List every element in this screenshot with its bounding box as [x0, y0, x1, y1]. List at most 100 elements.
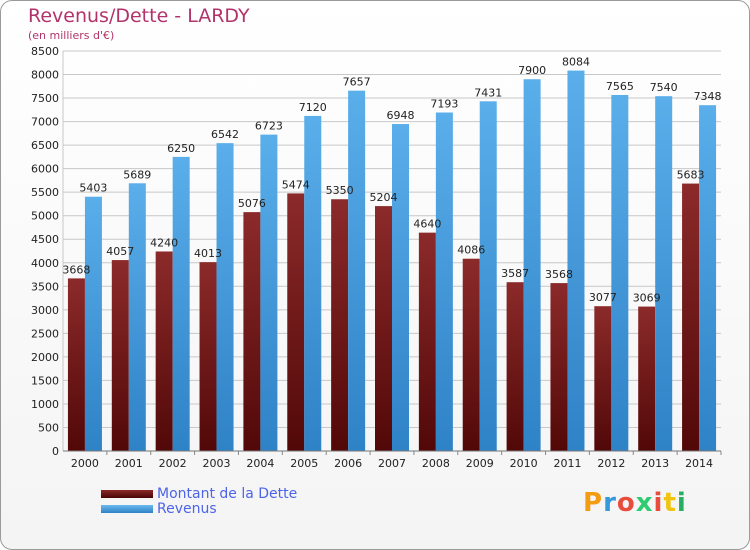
bar-dette: [594, 306, 612, 451]
x-tick-label: 2005: [290, 457, 318, 470]
data-label-revenus: 7193: [430, 98, 458, 111]
logo-letter: x: [635, 488, 654, 518]
bar-revenus: [128, 183, 146, 451]
data-label-dette: 3568: [545, 268, 573, 281]
bar-revenus: [392, 124, 409, 452]
bar-dette: [155, 251, 173, 451]
bar-dette: [199, 262, 217, 451]
x-tick-label: 2008: [422, 457, 450, 470]
legend-label-revenus: Revenus: [157, 501, 217, 517]
bar-dette: [243, 212, 261, 451]
y-tick-label: 6500: [31, 139, 59, 152]
data-label-revenus: 5689: [123, 168, 151, 181]
bar-dette: [111, 260, 129, 451]
x-tick-label: 2001: [115, 457, 143, 470]
data-label-dette: 3668: [62, 263, 90, 276]
bar-dette: [331, 199, 349, 451]
data-label-revenus: 7348: [694, 90, 722, 103]
x-tick-label: 2002: [159, 457, 187, 470]
logo-letter: P: [583, 488, 604, 518]
bar-dette: [375, 206, 392, 451]
x-tick-label: 2012: [597, 457, 625, 470]
x-tick-label: 2009: [466, 457, 494, 470]
y-tick-label: 7000: [31, 116, 59, 129]
data-label-dette: 3587: [501, 267, 529, 280]
data-label-revenus: 7657: [343, 76, 371, 89]
data-label-dette: 4013: [194, 247, 222, 260]
bar-revenus: [655, 96, 673, 452]
y-tick-label: 0: [52, 445, 59, 458]
x-tick-label: 2011: [553, 457, 581, 470]
y-tick-label: 2500: [31, 327, 59, 340]
bar-dette: [506, 282, 524, 451]
bar-revenus: [260, 134, 278, 451]
y-tick-label: 3000: [31, 304, 59, 317]
data-label-revenus: 7431: [474, 86, 502, 99]
y-tick-label: 4500: [31, 233, 59, 246]
x-tick-label: 2014: [685, 457, 713, 470]
logo-letter: i: [676, 488, 687, 518]
data-label-dette: 4086: [457, 244, 485, 257]
chart-subtitle: (en milliers d'€): [28, 29, 115, 42]
bar-revenus: [435, 112, 453, 451]
y-tick-label: 8500: [31, 45, 59, 58]
data-label-dette: 4240: [150, 236, 178, 249]
data-label-revenus: 7565: [606, 80, 634, 93]
y-tick-label: 1500: [31, 374, 59, 387]
bar-dette: [550, 283, 568, 451]
legend-swatch-dette: [101, 490, 153, 498]
y-tick-label: 2000: [31, 351, 59, 364]
bar-revenus: [172, 156, 190, 451]
data-label-dette: 4640: [413, 218, 441, 231]
legend-swatch-revenus: [101, 505, 153, 513]
data-label-dette: 3069: [633, 292, 661, 305]
data-label-revenus: 6250: [167, 142, 195, 155]
y-axis-ticks: 0 500 1000 1500 2000 2500 3000 3500 4000 4500 5000…: [31, 45, 59, 458]
data-label-revenus: 6948: [387, 109, 415, 122]
legend-label-dette: Montant de la Dette: [157, 486, 298, 502]
bar-revenus: [567, 70, 585, 451]
data-label-revenus: 5403: [79, 182, 107, 195]
x-tick-label: 2003: [203, 457, 231, 470]
y-tick-label: 7500: [31, 92, 59, 105]
x-tick-label: 2006: [334, 457, 362, 470]
bar-revenus: [523, 79, 541, 451]
x-tick-label: 2004: [246, 457, 274, 470]
data-label-revenus: 7900: [518, 64, 546, 77]
logo-letter: r: [603, 488, 617, 518]
data-label-revenus: 8084: [562, 56, 590, 69]
data-label-dette: 5474: [282, 178, 310, 191]
data-label-revenus: 6542: [211, 128, 239, 141]
bars: [67, 70, 717, 452]
proxiti-logo: Proxiti: [583, 488, 687, 518]
y-tick-label: 5000: [31, 210, 59, 223]
data-label-dette: 5350: [326, 184, 354, 197]
y-tick-label: 1000: [31, 398, 59, 411]
x-tick-label: 2010: [510, 457, 538, 470]
bar-revenus: [216, 143, 234, 451]
bar-revenus: [699, 105, 717, 451]
data-label-dette: 5204: [370, 191, 398, 204]
x-axis-ticks: 2000 2001 2002 2003 2004 2005 2006 2007 2008 2009…: [71, 451, 722, 470]
bar-dette: [638, 306, 656, 451]
data-label-revenus: 7540: [650, 81, 678, 94]
y-tick-label: 4000: [31, 257, 59, 270]
data-label-dette: 5683: [677, 169, 705, 182]
bar-dette: [462, 258, 480, 451]
bar-dette: [418, 232, 436, 451]
data-label-revenus: 7120: [299, 101, 327, 114]
data-label-dette: 5076: [238, 197, 266, 210]
data-label-revenus: 6723: [255, 120, 283, 133]
bar-revenus: [479, 101, 497, 452]
logo-letter: t: [663, 488, 677, 518]
y-tick-label: 500: [38, 421, 59, 434]
data-label-dette: 4057: [106, 245, 134, 258]
data-labels: 3668 5403 4057 5689 4240 6250 4013 6542 5076 6723…: [62, 56, 721, 305]
logo-letter: o: [616, 488, 636, 518]
bar-revenus: [348, 90, 366, 451]
x-tick-label: 2007: [378, 457, 406, 470]
y-tick-label: 5500: [31, 186, 59, 199]
bar-revenus: [84, 196, 102, 451]
bar-dette: [682, 183, 700, 452]
